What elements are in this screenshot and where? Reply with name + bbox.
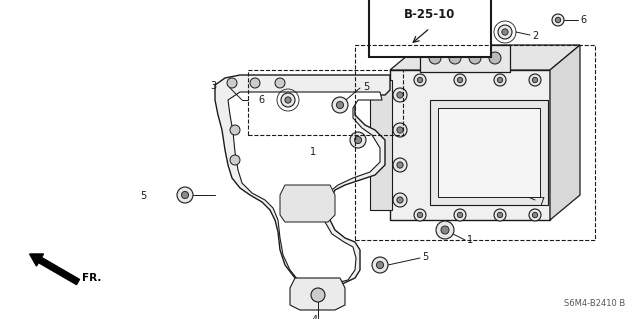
Text: 6: 6 [580,15,586,25]
Circle shape [532,212,538,218]
Circle shape [393,158,407,172]
Polygon shape [420,45,510,72]
Circle shape [376,261,383,269]
Polygon shape [280,185,335,222]
Circle shape [332,97,348,113]
Circle shape [498,25,512,39]
Circle shape [397,92,403,98]
Bar [355,45,595,240]
Text: 2: 2 [532,31,538,41]
Text: S6M4-B2410 B: S6M4-B2410 B [564,299,625,308]
Polygon shape [430,100,548,205]
FancyArrow shape [29,254,79,285]
Circle shape [466,24,474,32]
Polygon shape [290,278,345,310]
Circle shape [285,97,291,103]
Text: 6: 6 [258,95,264,105]
Circle shape [494,209,506,221]
Circle shape [469,52,481,64]
Polygon shape [228,92,382,284]
Polygon shape [215,75,390,288]
Circle shape [414,74,426,86]
Circle shape [458,77,463,83]
Circle shape [281,93,295,107]
Circle shape [502,29,508,35]
Circle shape [449,52,461,64]
Text: 1: 1 [472,7,478,17]
Text: 5: 5 [422,252,428,262]
Text: 1: 1 [310,147,316,157]
Circle shape [275,78,285,88]
Circle shape [414,209,426,221]
Circle shape [397,162,403,168]
Circle shape [417,77,422,83]
Polygon shape [390,70,550,220]
Circle shape [529,209,541,221]
Circle shape [393,193,407,207]
Circle shape [250,78,260,88]
Circle shape [454,209,466,221]
Circle shape [417,212,422,218]
Circle shape [552,14,564,26]
Circle shape [397,127,403,133]
Circle shape [181,191,189,199]
Circle shape [494,74,506,86]
Circle shape [311,288,325,302]
Circle shape [393,88,407,102]
Circle shape [337,101,344,108]
Circle shape [461,19,479,37]
Circle shape [454,74,466,86]
Circle shape [436,221,454,239]
Circle shape [227,78,237,88]
Circle shape [489,52,501,64]
Circle shape [497,212,502,218]
Polygon shape [550,45,580,220]
Text: 5: 5 [363,82,369,92]
Circle shape [429,52,441,64]
Circle shape [441,226,449,234]
Circle shape [230,125,240,135]
Text: B-25-10: B-25-10 [404,9,456,21]
Circle shape [350,132,366,148]
Polygon shape [438,108,540,197]
Text: 4: 4 [312,315,318,319]
Circle shape [497,77,502,83]
Circle shape [372,257,388,273]
Circle shape [177,187,193,203]
Text: FR.: FR. [82,273,101,283]
Circle shape [230,155,240,165]
Text: 5: 5 [140,191,147,201]
Text: 1: 1 [467,235,473,245]
Circle shape [397,197,403,203]
Circle shape [532,77,538,83]
Bar [248,70,403,135]
Circle shape [556,17,561,23]
Circle shape [529,74,541,86]
Circle shape [355,137,362,144]
Text: 7: 7 [538,197,544,207]
Circle shape [393,123,407,137]
Polygon shape [390,45,580,70]
Circle shape [458,212,463,218]
Text: 3: 3 [210,81,216,91]
Polygon shape [370,80,392,210]
